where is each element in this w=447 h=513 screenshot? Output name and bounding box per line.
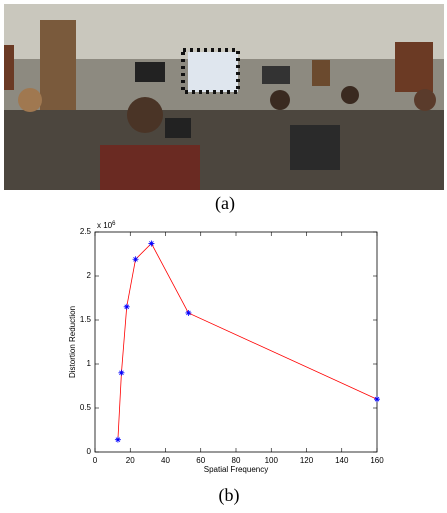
x-axis-label: Spatial Frequency xyxy=(204,465,268,474)
y-tick-label: 2.5 xyxy=(80,227,92,236)
plot-area xyxy=(95,232,377,452)
y-multiplier: x 106 xyxy=(97,221,116,231)
y-tick-label: 1.5 xyxy=(80,315,92,324)
y-tick-label: 1 xyxy=(87,359,92,368)
y-axis-label: Distortion Reduction xyxy=(68,306,77,378)
y-multiplier-exponent: 6 xyxy=(112,221,116,227)
caption: (a) xyxy=(215,193,235,214)
x-tick-label: 160 xyxy=(370,456,384,465)
y-tick-label: 0.5 xyxy=(80,403,92,412)
y-multiplier-base: x 10 xyxy=(97,221,113,230)
y-tick-label: 0 xyxy=(87,447,92,456)
x-tick-label: 60 xyxy=(196,456,205,465)
x-tick-label: 80 xyxy=(232,456,241,465)
x-tick-label: 120 xyxy=(300,456,314,465)
photo xyxy=(4,4,444,190)
y-tick-label: 2 xyxy=(87,271,92,280)
x-tick-label: 20 xyxy=(126,456,135,465)
x-tick-label: 0 xyxy=(93,456,98,465)
caption: (b) xyxy=(219,485,240,506)
x-tick-label: 100 xyxy=(265,456,279,465)
figure: (a) (b) Spatial Frequency Distortion Red… xyxy=(0,0,447,508)
x-tick-label: 40 xyxy=(161,456,170,465)
x-tick-label: 140 xyxy=(335,456,349,465)
